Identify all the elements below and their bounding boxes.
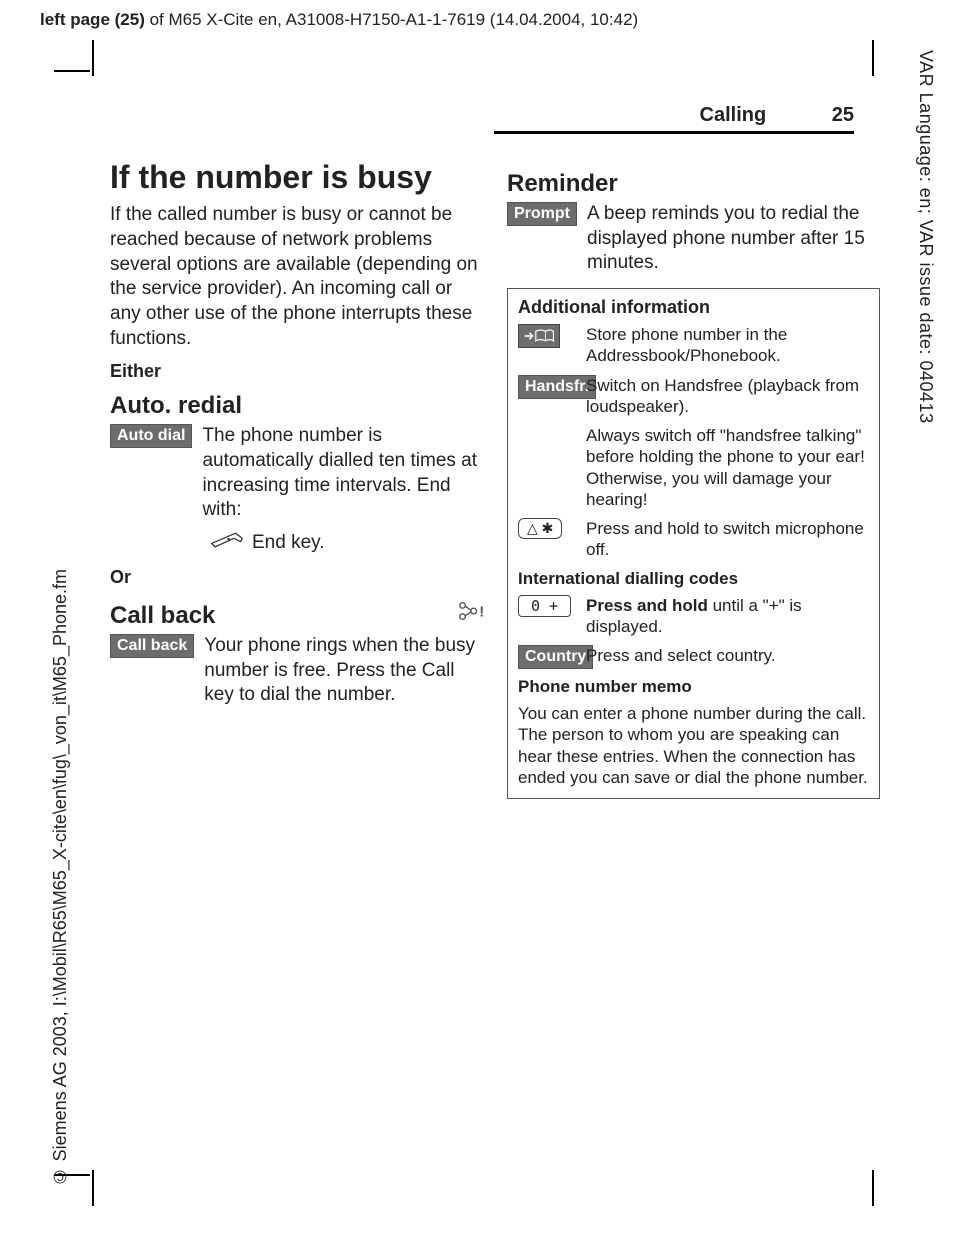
prompt-text: A beep reminds you to redial the display… [587,202,880,276]
page-meta-rest: of M65 X-Cite en, A31008-H7150-A1-1-7619… [145,10,638,29]
memo-heading: Phone number memo [518,677,869,697]
info-row-store: Store phone number in the Addressbook/Ph… [518,324,869,367]
info-title: Additional information [518,297,869,318]
or-label: Or [110,567,483,588]
heading-auto-redial: Auto. redial [110,392,483,420]
intl-text-bold: Press and hold [586,596,708,615]
heading-busy: If the number is busy [110,160,483,195]
heading-callback: Call back [110,602,215,630]
additional-info-box: Additional information Store phone numbe… [507,288,880,799]
info-row-mute: △ ✱ Press and hold to switch microphone … [518,518,869,561]
heading-reminder: Reminder [507,170,880,198]
right-column: Reminder Prompt A beep reminds you to re… [507,160,880,799]
info-row-country: Country Press and select country. [518,645,869,669]
crop-mark [872,40,874,76]
either-label: Either [110,361,483,382]
zero-key-icon: 0 + [518,595,574,617]
auto-dial-row: Auto dial The phone number is automatica… [110,424,483,523]
warning-text: Always switch off "handsfree talking" be… [586,425,869,510]
intro-text: If the called number is busy or cannot b… [110,203,483,351]
crop-mark [92,1170,94,1206]
running-header: Calling 25 [494,104,854,134]
info-row-zero: 0 + Press and hold until a "+" is displa… [518,595,869,638]
info-row-handsfree: Handsfr. Switch on Handsfree (playback f… [518,375,869,418]
page-number: 25 [832,104,854,126]
page-content: If the number is busy If the called numb… [110,160,880,799]
intl-heading: International dialling codes [518,569,869,589]
page-meta-bold: left page (25) [40,10,145,29]
margin-left-text: © Siemens AG 2003, I:\Mobil\R65\M65_X-ci… [50,569,71,1186]
softkey-callback: Call back [110,634,194,658]
svg-text:!: ! [479,604,483,620]
end-key-text: End key. [252,532,325,554]
left-column: If the number is busy If the called numb… [110,160,483,799]
network-icon: ! [457,598,483,629]
mute-key-icon: △ ✱ [518,518,574,539]
end-key-icon [210,529,244,557]
crop-mark [54,70,90,72]
page-meta-header: left page (25) of M65 X-Cite en, A31008-… [40,10,638,30]
callback-row: Call back Your phone rings when the busy… [110,634,483,708]
crop-mark [92,40,94,76]
handsfree-text: Switch on Handsfree (playback from louds… [586,375,869,418]
prompt-row: Prompt A beep reminds you to redial the … [507,202,880,276]
crop-mark [872,1170,874,1206]
mute-text: Press and hold to switch microphone off. [586,518,869,561]
intl-text: Press and hold until a "+" is displayed. [586,595,869,638]
store-icon [518,324,574,353]
softkey-handsfree: Handsfr. [518,375,574,399]
country-text: Press and select country. [586,645,869,666]
store-text: Store phone number in the Addressbook/Ph… [586,324,869,367]
end-key-row: End key. [210,529,483,557]
section-title: Calling [700,104,767,126]
auto-dial-text: The phone number is automatically dialle… [202,424,483,523]
callback-text: Your phone rings when the busy number is… [204,634,483,708]
info-row-warning: Always switch off "handsfree talking" be… [518,425,869,510]
softkey-prompt: Prompt [507,202,577,226]
softkey-auto-dial: Auto dial [110,424,192,448]
callback-heading-row: Call back ! [110,592,483,634]
memo-text: You can enter a phone number during the … [518,703,869,788]
margin-right-text: VAR Language: en; VAR issue date: 040413 [915,50,936,424]
softkey-country: Country [518,645,574,669]
